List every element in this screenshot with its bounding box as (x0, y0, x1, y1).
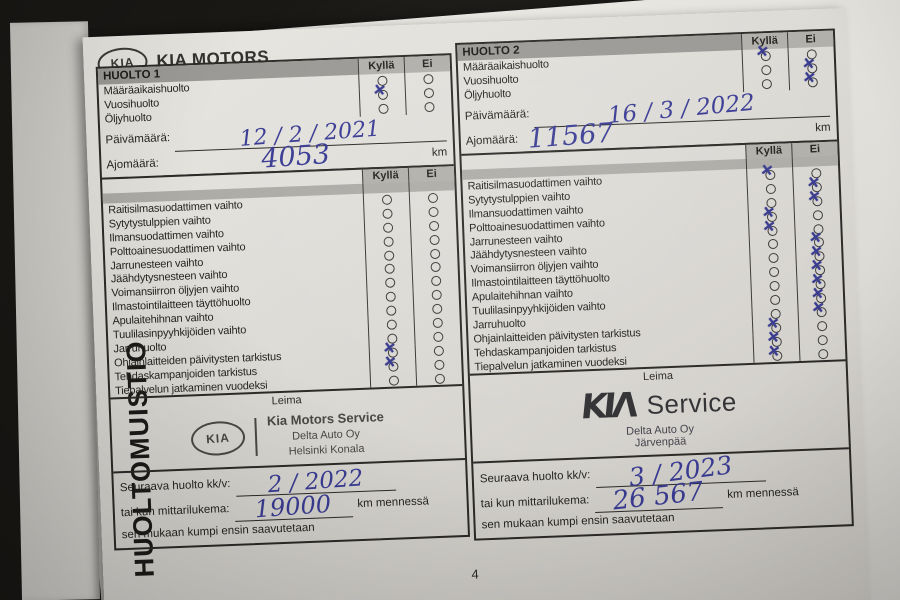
mark-kylla (387, 361, 399, 372)
mark-ei (429, 262, 441, 273)
handwritten-odometer: 11567 (527, 117, 616, 155)
next-service-box: Seuraava huolto kk/v: 3 / 2023 tai kun m… (473, 447, 852, 540)
mark-ei (428, 234, 440, 245)
stamp-area: Leima KIA Kia Motors Service Delta Auto … (110, 384, 465, 472)
mark-ei (817, 348, 828, 359)
mark-kylla (384, 277, 395, 289)
mark-kylla (768, 280, 780, 292)
mark-kylla (377, 103, 389, 115)
handwritten-odometer: 4053 (259, 138, 331, 175)
next-km-line: 19000 (233, 490, 353, 524)
mark-kylla (771, 350, 782, 361)
mark-kylla (761, 78, 772, 90)
stamp-city: Helsinki Konala (288, 442, 365, 458)
mark-kylla (768, 266, 779, 278)
mark-ei (811, 195, 823, 207)
next-service-box: Seuraava huolto kk/v: 2 / 2022 tai kun m… (113, 457, 468, 549)
dealer-stamp: KIA Kia Motors Service Delta Auto Oy Hel… (111, 406, 464, 465)
mark-ei (807, 77, 818, 88)
mark-kylla (383, 263, 395, 275)
next-km-line: 26 567 (593, 476, 723, 517)
mark-kylla (760, 50, 771, 62)
service2-checklist: Kyllä Ei Raitisilmasuodattimen vaihto Sy… (461, 141, 846, 374)
ei-header: Ei (786, 30, 834, 49)
mark-ei (816, 320, 827, 332)
mark-ei (817, 334, 828, 345)
mark-ei (815, 306, 827, 318)
mark-ei (423, 87, 434, 99)
mark-kylla (382, 222, 393, 233)
mark-ei (429, 248, 440, 259)
service1-checklist: Kyllä Ei Raitisilmasuodattimen vaihto Sy… (102, 166, 463, 398)
stamp-title: Service (646, 386, 738, 420)
mark-kylla (760, 64, 772, 76)
handwritten-next-km: 19000 (254, 490, 333, 524)
mark-kylla (388, 374, 399, 386)
kia-logo-new-icon: KIΛ (579, 385, 637, 429)
mark-ei (431, 289, 442, 301)
mark-ei (432, 317, 443, 329)
kia-oval-logo-icon: KIA (190, 419, 247, 458)
mark-ei (427, 206, 439, 218)
mark-kylla (767, 239, 778, 250)
mark-ei (433, 359, 445, 370)
mark-ei (431, 303, 442, 315)
mark-ei (422, 73, 434, 85)
mark-kylla (385, 305, 396, 316)
kylla-header: Kyllä (357, 57, 405, 75)
mark-ei (432, 331, 444, 342)
service-record-1: HUOLTO 1 Kyllä Ei Määräaikaishuolto Vuos… (95, 53, 471, 551)
mark-ei (434, 373, 445, 384)
mark-ei (812, 209, 823, 221)
mark-kylla (769, 294, 780, 306)
mark-kylla (765, 183, 776, 195)
handwritten-next-km: 26 567 (611, 476, 706, 517)
booklet-page: HUOLTOMUISTIO KIA KIA MOTORS HUOLTO 1 Ky… (82, 8, 870, 600)
service-record-2: HUOLTO 2 Kyllä Ei Määräaikaishuolto Vuos… (455, 28, 854, 542)
mark-kylla (383, 250, 394, 261)
mark-kylla (381, 208, 393, 219)
mark-kylla (767, 253, 779, 264)
mark-kylla (764, 169, 776, 181)
mark-kylla (381, 194, 392, 205)
mark-kylla (385, 291, 396, 303)
ei-header: Ei (403, 55, 451, 74)
mark-ei (423, 101, 435, 113)
mark-kylla (386, 319, 397, 330)
mark-ei (433, 345, 444, 356)
stamp-area: Leima KIΛ Service Delta Auto Oy Järvenpä… (469, 359, 849, 463)
mark-kylla (766, 225, 778, 236)
mark-kylla (377, 89, 388, 101)
stamp-divider (254, 418, 259, 457)
mark-ei (430, 276, 441, 287)
page-number: 4 (471, 566, 479, 582)
mark-ei (428, 220, 439, 231)
mark-kylla (382, 236, 394, 247)
mark-ei (427, 192, 438, 204)
